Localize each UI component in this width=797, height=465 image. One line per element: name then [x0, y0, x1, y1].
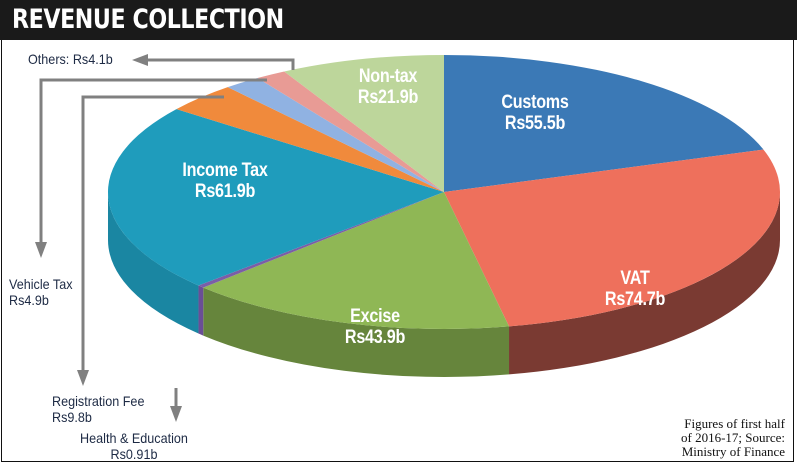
label-health-education: Health & Education Rs0.91b	[80, 430, 188, 462]
chart-title: REVENUE COLLECTION	[12, 4, 284, 35]
slice-name: Customs	[501, 92, 569, 113]
slice-value: Rs0.91b	[110, 446, 158, 462]
note-line: of 2016-17; Source:	[681, 430, 785, 445]
slice-side-health-education	[198, 285, 204, 336]
slice-value: Rs9.8b	[52, 409, 92, 425]
slice-name: Income Tax	[182, 160, 268, 181]
label-non-tax: Non-tax Rs21.9b	[346, 66, 431, 108]
slice-name: Non-tax	[358, 66, 418, 87]
title-bar: REVENUE COLLECTION	[0, 0, 797, 40]
slice-side-vat	[509, 192, 780, 375]
slice-name: VAT	[620, 268, 650, 289]
slice-value: Rs74.7b	[604, 289, 666, 310]
slice-name: Registration Fee	[52, 393, 145, 409]
note-line: Figures of first half	[684, 416, 785, 431]
label-customs: Customs Rs55.5b	[480, 92, 591, 134]
arrowhead-down-icon	[77, 370, 89, 386]
slice-name: Excise	[350, 306, 400, 327]
label-registration-fee: Registration Fee Rs9.8b	[52, 393, 144, 425]
label-vehicle-tax: Vehicle Tax Rs4.9b	[9, 276, 73, 308]
slice-vehicle-tax	[227, 78, 444, 192]
slice-income-tax	[108, 109, 444, 286]
slice-side-excise	[203, 287, 510, 377]
slice-customs	[444, 55, 764, 192]
label-excise: Excise Rs43.9b	[328, 306, 422, 348]
arrowhead-down-icon	[35, 242, 47, 258]
arrow-vehicle-tax	[39, 78, 267, 244]
slice-vat	[444, 149, 780, 327]
slice-value: Rs55.5b	[504, 113, 566, 134]
slice-excise	[203, 192, 510, 329]
arrow-others	[146, 58, 295, 70]
arrowhead-left-icon	[132, 54, 148, 66]
slice-value: Rs21.9b	[357, 87, 419, 108]
slice-value: Rs61.9b	[194, 181, 256, 202]
slice-value: Rs4.9b	[9, 292, 49, 308]
slice-health-education	[198, 192, 444, 288]
label-others: Others: Rs4.1b	[28, 51, 113, 67]
slice-side-income-tax	[108, 192, 199, 334]
slice-value: Rs43.9b	[344, 327, 406, 348]
label-income-tax: Income Tax Rs61.9b	[170, 160, 281, 202]
slice-non-tax	[284, 55, 444, 192]
slice-registration-fee	[176, 87, 445, 192]
slice-name: Vehicle Tax	[9, 276, 73, 292]
arrow-registration-fee	[81, 95, 224, 372]
slice-others	[257, 71, 444, 192]
note-line: Ministry of Finance	[681, 444, 785, 459]
arrowhead-down-icon	[170, 406, 182, 422]
label-vat: VAT Rs74.7b	[588, 268, 682, 310]
slice-name: Health & Education	[80, 430, 188, 446]
source-note: Figures of first half of 2016-17; Source…	[681, 417, 785, 459]
